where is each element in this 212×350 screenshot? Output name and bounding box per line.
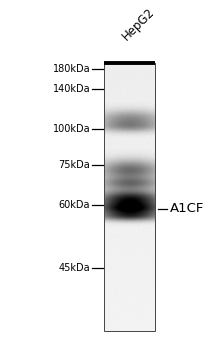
Text: HepG2: HepG2 (120, 5, 158, 43)
Text: 140kDa: 140kDa (53, 84, 90, 94)
Text: 45kDa: 45kDa (59, 263, 90, 273)
Text: 100kDa: 100kDa (53, 124, 90, 134)
Text: 75kDa: 75kDa (59, 160, 90, 170)
Text: A1CF: A1CF (169, 202, 204, 215)
Bar (104, 63, 155, 331)
Text: 60kDa: 60kDa (59, 200, 90, 210)
Text: 180kDa: 180kDa (53, 64, 90, 75)
